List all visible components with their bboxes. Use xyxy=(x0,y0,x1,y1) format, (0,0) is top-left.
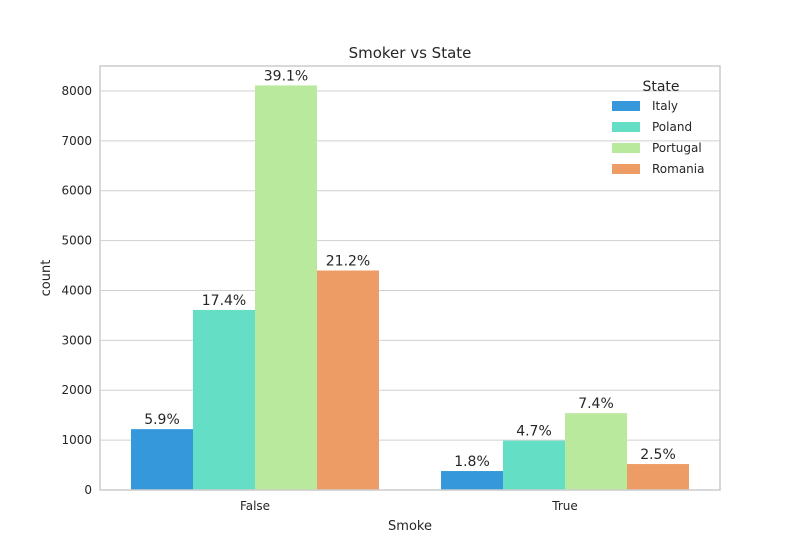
legend-label: Romania xyxy=(652,162,704,176)
chart-title: Smoker vs State xyxy=(349,44,472,62)
legend-label: Italy xyxy=(652,99,678,113)
y-tick-label: 2000 xyxy=(61,383,92,397)
data-label: 39.1% xyxy=(264,68,308,84)
y-tick-label: 5000 xyxy=(61,234,92,248)
legend-label: Poland xyxy=(652,120,692,134)
bar-romania-true xyxy=(627,464,689,490)
y-tick-label: 6000 xyxy=(61,184,92,198)
legend-swatch xyxy=(612,101,640,111)
bar-romania-false xyxy=(317,270,379,490)
bar-poland-true xyxy=(503,440,565,490)
data-label: 17.4% xyxy=(202,293,246,309)
x-tick-label: True xyxy=(551,499,578,513)
data-label: 2.5% xyxy=(640,447,676,463)
bar-portugal-true xyxy=(565,413,627,490)
bar-italy-false xyxy=(131,429,193,490)
data-label: 4.7% xyxy=(516,424,552,440)
y-axis-ticks: 0 1000 2000 3000 4000 5000 6000 7000 8000 xyxy=(61,84,92,497)
data-label: 5.9% xyxy=(144,412,180,428)
bar-italy-true xyxy=(441,471,503,490)
y-tick-label: 1000 xyxy=(61,433,92,447)
legend-swatch xyxy=(612,164,640,174)
x-axis-label: Smoke xyxy=(388,519,432,534)
data-labels: 5.9% 17.4% 39.1% 21.2% 1.8% 4.7% 7.4% 2.5% xyxy=(144,68,676,470)
legend-title: State xyxy=(642,79,679,95)
bars xyxy=(131,85,689,491)
legend-swatch xyxy=(612,122,640,132)
x-tick-label: False xyxy=(240,499,270,513)
data-label: 1.8% xyxy=(454,454,490,470)
y-tick-label: 4000 xyxy=(61,283,92,297)
data-label: 7.4% xyxy=(578,396,614,412)
y-tick-label: 7000 xyxy=(61,134,92,148)
legend-swatch xyxy=(612,143,640,153)
y-axis-label: count xyxy=(39,260,54,297)
y-tick-label: 0 xyxy=(84,483,92,497)
bar-poland-false xyxy=(193,309,255,490)
y-tick-label: 3000 xyxy=(61,333,92,347)
plot-frame xyxy=(99,65,721,491)
bar-portugal-false xyxy=(255,85,317,491)
legend: State Italy Poland Portugal Romania xyxy=(612,79,704,176)
data-label: 21.2% xyxy=(326,254,370,270)
y-tick-label: 8000 xyxy=(61,84,92,98)
legend-label: Portugal xyxy=(652,141,702,155)
x-axis-ticks: False True xyxy=(240,499,578,513)
